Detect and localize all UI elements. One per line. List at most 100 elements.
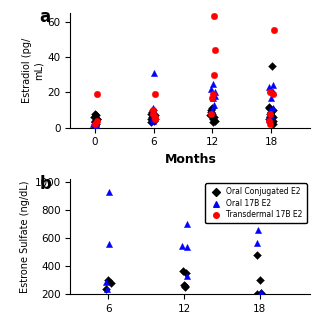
Point <box>268 113 273 118</box>
Point <box>105 286 110 291</box>
Point <box>106 278 111 283</box>
Point <box>270 83 276 88</box>
Point <box>267 111 272 116</box>
Point <box>93 122 98 127</box>
Point <box>184 245 189 250</box>
Point <box>270 63 275 68</box>
Point <box>255 252 260 258</box>
Point <box>266 106 271 111</box>
Point <box>109 281 114 286</box>
Point <box>94 124 99 129</box>
Point <box>269 90 274 95</box>
Point <box>180 244 185 249</box>
Text: a: a <box>39 8 50 26</box>
Point <box>266 116 271 122</box>
Point <box>92 118 97 123</box>
Point <box>183 284 188 289</box>
Point <box>92 111 98 116</box>
Point <box>93 118 98 123</box>
Point <box>267 111 272 116</box>
Point <box>255 240 260 245</box>
Point <box>150 115 155 120</box>
Point <box>211 102 216 107</box>
Point <box>270 92 276 97</box>
Point <box>212 93 217 99</box>
Point <box>153 116 158 122</box>
Point <box>93 122 98 127</box>
Point <box>92 120 98 125</box>
Point <box>94 113 99 118</box>
Text: b: b <box>39 175 51 193</box>
Y-axis label: Estradiol (pg/
mL): Estradiol (pg/ mL) <box>22 38 44 103</box>
Point <box>151 118 156 123</box>
Point <box>93 122 98 127</box>
Point <box>257 278 262 283</box>
Point <box>208 109 213 114</box>
Point <box>150 118 156 123</box>
Point <box>268 108 273 113</box>
Point <box>210 120 215 125</box>
Point <box>150 113 155 118</box>
Point <box>267 104 272 109</box>
Point <box>270 115 276 120</box>
Point <box>152 111 157 116</box>
Point <box>92 115 97 120</box>
Point <box>93 122 99 127</box>
Point <box>268 90 273 95</box>
Point <box>103 286 108 291</box>
Point <box>212 118 217 123</box>
Point <box>268 122 273 127</box>
Point <box>94 92 100 97</box>
Point <box>267 111 272 116</box>
Point <box>107 241 112 246</box>
Point <box>212 47 217 52</box>
Point <box>209 111 214 116</box>
Point <box>210 92 215 97</box>
Point <box>268 109 274 114</box>
Point <box>266 116 271 122</box>
Point <box>271 28 276 33</box>
Point <box>181 282 186 287</box>
Point <box>92 120 98 125</box>
Point <box>267 115 272 120</box>
Point <box>103 280 108 285</box>
Point <box>210 95 215 100</box>
Point <box>92 120 97 125</box>
Point <box>185 222 190 227</box>
Point <box>212 72 217 77</box>
Point <box>106 189 111 195</box>
Point <box>150 108 155 113</box>
Point <box>92 124 98 129</box>
Point <box>268 95 273 100</box>
Point <box>149 111 154 116</box>
Point <box>267 84 272 90</box>
Point <box>150 115 156 120</box>
Point <box>150 111 155 116</box>
Point <box>95 116 100 122</box>
Point <box>182 283 188 288</box>
Point <box>210 106 215 111</box>
Point <box>270 122 275 127</box>
Point <box>150 109 155 114</box>
Point <box>153 115 158 120</box>
Point <box>151 108 156 113</box>
Point <box>153 116 158 122</box>
Point <box>271 108 276 113</box>
Point <box>94 118 100 123</box>
Point <box>269 120 274 125</box>
Point <box>271 90 276 95</box>
Point <box>149 120 154 125</box>
Point <box>180 269 185 274</box>
Point <box>268 109 273 114</box>
Point <box>268 113 274 118</box>
Point <box>212 115 217 120</box>
Point <box>208 86 213 92</box>
Point <box>257 291 262 296</box>
Point <box>208 113 213 118</box>
Point <box>209 108 214 113</box>
Point <box>184 274 189 279</box>
Point <box>211 14 216 19</box>
Point <box>93 120 99 125</box>
Point <box>259 291 264 296</box>
Point <box>94 116 100 122</box>
